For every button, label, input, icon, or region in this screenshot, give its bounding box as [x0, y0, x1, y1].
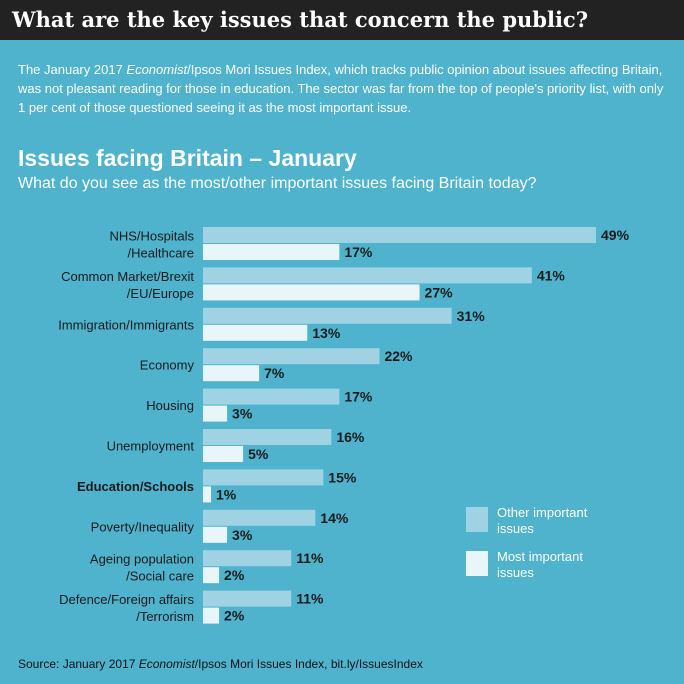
bar-most-important: [203, 324, 308, 341]
category-label: Defence/Foreign affairs/Terrorism: [59, 592, 194, 624]
source-note: Source: January 2017 Economist/Ipsos Mor…: [18, 656, 423, 672]
value-label-other: 16%: [336, 429, 365, 445]
category-label-line: Common Market/Brexit: [61, 269, 194, 284]
category-label-line: /EU/Europe: [127, 286, 194, 301]
value-label-other: 17%: [344, 389, 373, 405]
intro-text-start: The January 2017: [18, 62, 127, 77]
bar-other-important: [203, 267, 532, 284]
bar-most-important: [203, 244, 340, 260]
bar-other-important: [203, 307, 452, 324]
bar-most-important: [203, 526, 228, 543]
category-label-line: Education/Schools: [77, 479, 194, 494]
legend-label-line: Other important: [497, 505, 588, 520]
legend-swatch-most-important: [466, 551, 488, 576]
page-title: What are the key issues that concern the…: [0, 0, 684, 40]
bar-other-important: [203, 429, 332, 445]
value-label-other: 22%: [384, 348, 413, 364]
legend-label: Most important issues: [497, 549, 583, 580]
legend-swatch-other-important: [466, 507, 488, 532]
category-label-line: Unemployment: [107, 439, 195, 454]
category-label: Economy: [140, 358, 195, 373]
bar-most-important: [203, 284, 420, 301]
source-text-start: Source: January 2017: [18, 657, 139, 671]
category-label-line: Poverty/Inequality: [91, 519, 195, 534]
source-text-end: /Ipsos Mori Issues Index, bit.ly/IssuesI…: [194, 657, 423, 671]
category-label-line: NHS/Hospitals: [109, 229, 194, 244]
value-label-most: 3%: [232, 527, 253, 543]
category-label: Common Market/Brexit/EU/Europe: [61, 269, 194, 301]
bar-other-important: [203, 227, 596, 243]
legend-label: Other important issues: [497, 505, 588, 536]
value-label-most: 2%: [224, 567, 245, 583]
bar-most-important: [203, 405, 228, 422]
category-label: Unemployment: [107, 439, 195, 454]
value-label-most: 3%: [232, 406, 253, 422]
value-label-other: 14%: [320, 510, 349, 526]
legend-label-line: issues: [497, 521, 534, 536]
category-label-line: Housing: [146, 398, 194, 413]
bar-most-important: [203, 607, 220, 624]
value-label-other: 41%: [537, 267, 566, 283]
value-label-most: 17%: [344, 244, 373, 260]
category-label-line: Ageing population: [90, 552, 194, 567]
bar-other-important: [203, 590, 292, 607]
intro-text-end: /Ipsos Mori Issues Index, which tracks p…: [18, 62, 664, 115]
source-text-italic: Economist: [138, 657, 195, 671]
bar-other-important: [203, 509, 316, 526]
category-label: Housing: [146, 398, 194, 413]
category-label: Immigration/Immigrants: [58, 317, 194, 332]
category-label-line: /Terrorism: [136, 609, 194, 624]
value-label-most: 2%: [224, 608, 245, 624]
legend-label-line: issues: [497, 565, 534, 580]
bar-other-important: [203, 550, 292, 567]
value-label-most: 27%: [425, 284, 454, 300]
category-label-line: /Social care: [126, 569, 194, 584]
bar-other-important: [203, 469, 324, 486]
value-label-other: 11%: [296, 550, 324, 566]
bar-most-important: [203, 567, 220, 584]
category-label-line: Defence/Foreign affairs: [59, 592, 194, 607]
value-label-most: 5%: [248, 446, 269, 462]
chart-title: Issues facing Britain – January: [18, 145, 357, 171]
chart-subtitle: What do you see as the most/other import…: [18, 175, 537, 192]
intro-text-italic: Economist: [126, 62, 188, 77]
bar-other-important: [203, 348, 380, 365]
category-label-line: /Healthcare: [128, 246, 194, 261]
category-label-line: Economy: [140, 358, 195, 373]
value-label-other: 15%: [328, 469, 357, 485]
legend-label-line: Most important: [497, 549, 583, 564]
category-label: Education/Schools: [77, 479, 194, 494]
bar-most-important: [203, 446, 244, 462]
value-label-other: 31%: [457, 308, 486, 324]
category-label: Ageing population/Social care: [90, 552, 194, 584]
bar-most-important: [203, 486, 212, 503]
category-label-line: Immigration/Immigrants: [58, 317, 194, 332]
value-label-other: 11%: [296, 591, 324, 607]
intro-paragraph: The January 2017 Economist/Ipsos Mori Is…: [18, 60, 668, 117]
value-label-most: 7%: [264, 365, 285, 381]
bar-most-important: [203, 365, 260, 382]
category-label: Poverty/Inequality: [91, 519, 195, 534]
value-label-most: 13%: [312, 325, 341, 341]
value-label-other: 49%: [601, 227, 630, 243]
bar-other-important: [203, 388, 340, 405]
category-label: NHS/Hospitals/Healthcare: [109, 229, 194, 261]
value-label-most: 1%: [216, 486, 237, 502]
